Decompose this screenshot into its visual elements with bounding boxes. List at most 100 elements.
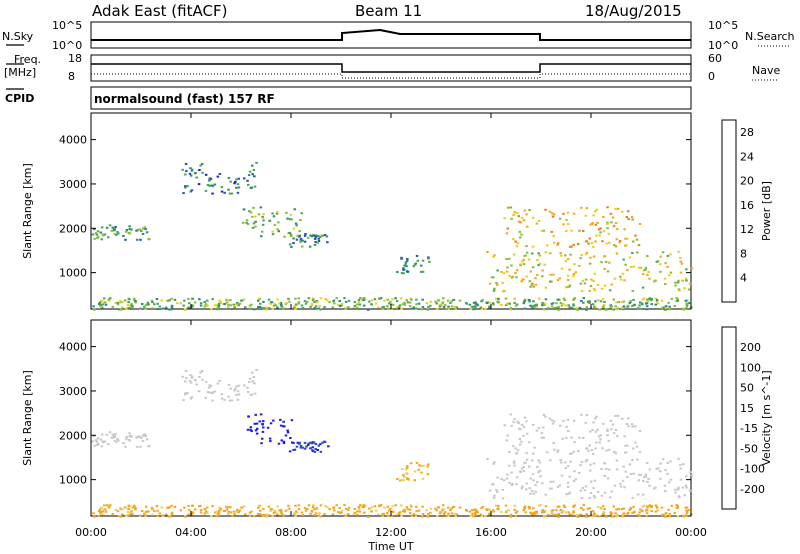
echo-cell: [625, 216, 629, 218]
echo-cell: [119, 301, 122, 304]
echo-cell: [563, 506, 567, 509]
echo-cell: [128, 505, 131, 508]
echo-cell: [268, 437, 272, 440]
echo-cell: [391, 303, 395, 306]
echo-cell: [592, 245, 595, 248]
echo-cell: [659, 470, 662, 473]
echo-cell: [127, 301, 131, 304]
echo-cell: [488, 306, 491, 309]
echo-cell: [311, 449, 314, 452]
echo-cell: [615, 252, 619, 255]
echo-cell: [588, 300, 591, 303]
echo-cell: [123, 506, 127, 509]
echo-cell: [492, 303, 495, 306]
echo-cell: [312, 441, 316, 444]
echo-cell: [405, 265, 408, 268]
echo-cell: [580, 290, 584, 292]
echo-cell: [223, 510, 227, 512]
echo-cell: [676, 298, 680, 301]
echo-cell: [184, 173, 187, 176]
echo-cell: [500, 477, 503, 480]
echo-cell: [156, 302, 159, 305]
echo-cell: [357, 506, 361, 509]
echo-cell: [184, 393, 187, 396]
echo-cell: [438, 510, 442, 513]
echo-cell: [584, 421, 587, 424]
echo-cell: [131, 512, 134, 515]
echo-cell: [128, 232, 132, 235]
echo-cell: [391, 505, 394, 508]
echo-cell: [288, 300, 291, 303]
echo-cell: [626, 305, 629, 308]
echo-cell: [646, 507, 649, 510]
echo-cell: [279, 418, 282, 421]
echo-cell: [303, 507, 307, 510]
echo-cell: [654, 504, 658, 507]
echo-cell: [168, 515, 171, 518]
echo-cell: [619, 485, 623, 488]
echo-cell: [97, 235, 100, 238]
echo-cell: [663, 308, 667, 311]
echo-cell: [550, 509, 554, 512]
echo-cell: [529, 270, 532, 273]
echo-cell: [608, 241, 611, 244]
echo-cell: [562, 212, 565, 215]
echo-cell: [288, 231, 291, 234]
echo-cell: [156, 515, 159, 517]
echo-cell: [624, 444, 627, 447]
echo-cell: [458, 506, 462, 509]
echo-cell: [244, 513, 247, 516]
echo-cell: [323, 441, 327, 443]
echo-cell: [421, 270, 425, 273]
echo-cell: [319, 515, 322, 518]
echo-cell: [259, 302, 262, 305]
echo-cell: [659, 263, 662, 266]
date-title: 18/Aug/2015: [585, 2, 682, 20]
echo-cell: [576, 515, 579, 518]
echo-cell: [399, 511, 402, 514]
echo-cell: [515, 212, 519, 214]
echo-cell: [510, 483, 514, 486]
echo-cell: [234, 181, 237, 183]
echo-cell: [606, 221, 609, 224]
echo-cell: [96, 237, 99, 239]
echo-cell: [104, 301, 107, 304]
echo-cell: [293, 305, 297, 308]
echo-cell: [515, 510, 519, 513]
echo-cell: [594, 223, 598, 226]
echo-cell: [662, 513, 665, 516]
echo-cell: [679, 260, 682, 263]
echo-cell: [668, 515, 671, 518]
echo-cell: [453, 305, 456, 308]
echo-cell: [386, 298, 389, 301]
echo-cell: [273, 302, 276, 305]
echo-cell: [117, 308, 121, 311]
echo-cell: [528, 300, 531, 303]
echo-cell: [287, 297, 290, 300]
echo-cell: [374, 509, 378, 512]
echo-cell: [585, 306, 588, 309]
echo-cell: [553, 241, 556, 244]
echo-cell: [611, 515, 615, 518]
echo-cell: [533, 306, 536, 309]
echo-cell: [589, 430, 592, 433]
echo-cell: [170, 504, 173, 507]
echo-cell: [594, 513, 597, 516]
echo-cell: [415, 505, 418, 508]
echo-cell: [373, 505, 377, 508]
echo-cell: [525, 213, 528, 216]
echo-cell: [573, 263, 576, 266]
echo-cell: [273, 509, 276, 512]
echo-cell: [612, 225, 616, 228]
echo-cell: [634, 441, 637, 444]
echo-cell: [627, 417, 630, 420]
echo-cell: [311, 297, 315, 300]
echo-cell: [388, 509, 391, 512]
echo-cell: [600, 468, 603, 471]
echo-cell: [347, 299, 351, 302]
echo-cell: [566, 465, 570, 468]
echo-cell: [685, 486, 688, 489]
echo-cell: [541, 303, 544, 306]
echo-cell: [313, 301, 316, 304]
echo-cell: [317, 307, 321, 310]
